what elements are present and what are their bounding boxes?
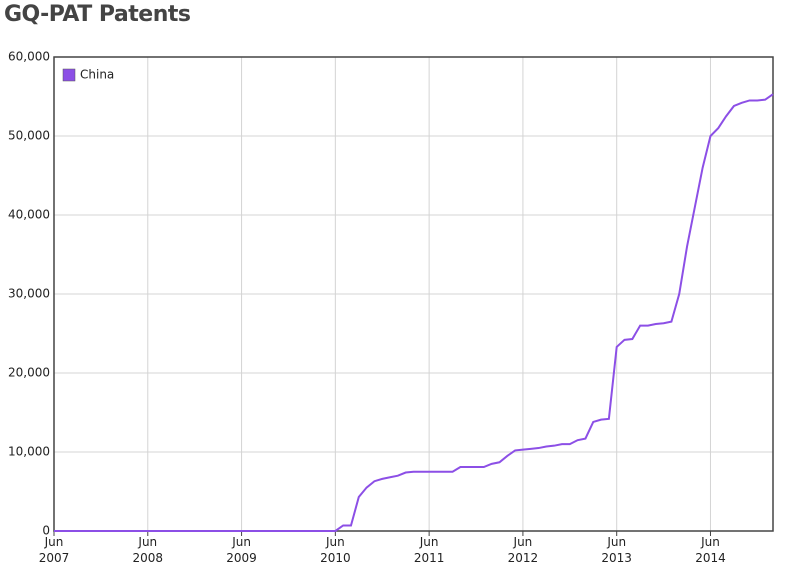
y-tick-label: 20,000 <box>8 366 50 380</box>
y-tick-label: 0 <box>42 524 50 538</box>
x-tick-label: Jun 2012 <box>507 535 539 565</box>
x-tick-label: Jun 2008 <box>132 535 164 565</box>
plot-frame <box>53 56 774 532</box>
x-tick-label: Jun 2013 <box>601 535 632 565</box>
legend-label: China <box>80 68 114 82</box>
x-tick-label: Jun 2007 <box>38 535 70 565</box>
y-tick-label: 30,000 <box>8 287 50 301</box>
x-tick-label: Jun 2009 <box>226 535 257 565</box>
y-tick-label: 10,000 <box>8 445 50 459</box>
x-tick-label: Jun 2014 <box>695 535 726 565</box>
x-tick-label: Jun 2010 <box>320 535 351 565</box>
series-line <box>54 93 774 532</box>
y-tick-label: 50,000 <box>8 129 50 143</box>
y-tick-label: 60,000 <box>8 50 50 64</box>
y-tick-label: 40,000 <box>8 208 50 222</box>
x-tick-label: Jun 2011 <box>413 535 445 565</box>
chart-title: GQ-PAT Patents <box>4 2 191 27</box>
legend-swatch <box>62 68 76 82</box>
